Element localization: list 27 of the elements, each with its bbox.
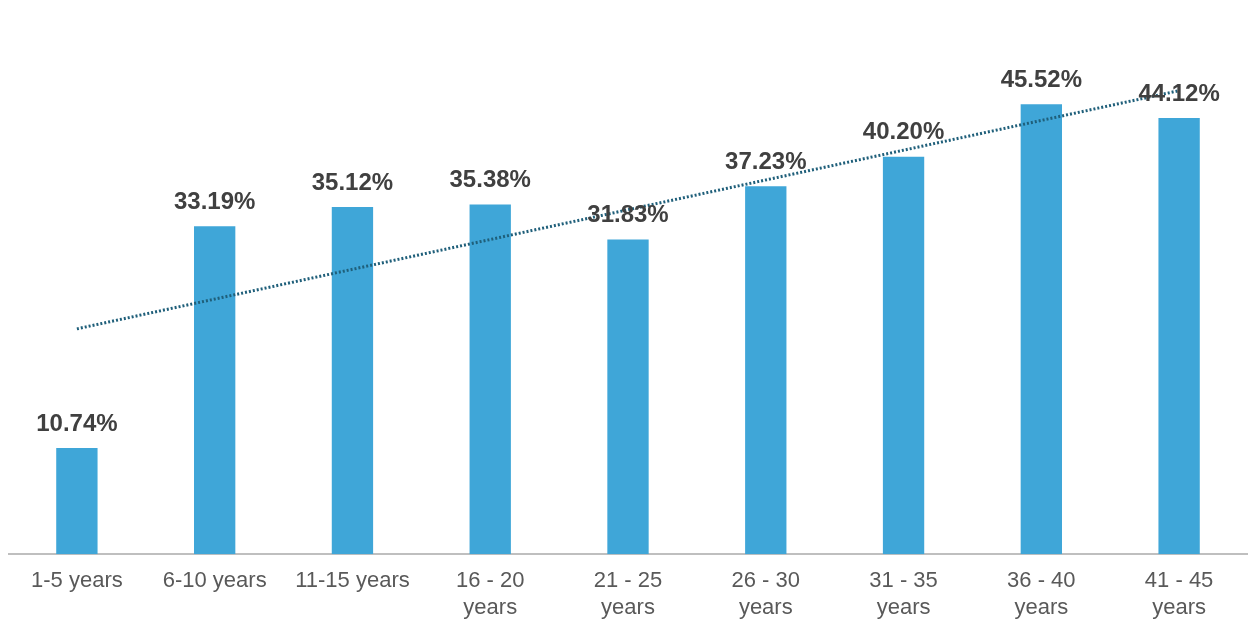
bar: [194, 226, 236, 555]
x-tick-label: 31 - 35 years: [869, 567, 938, 619]
x-tick-label: 1-5 years: [31, 567, 123, 593]
bar: [1158, 118, 1200, 555]
x-tick-label: 21 - 25 years: [593, 567, 663, 619]
data-label: 44.12%: [1138, 78, 1220, 106]
data-label: 10.74%: [36, 408, 118, 436]
x-tick-label: 36 - 40 years: [1007, 567, 1076, 619]
data-label: 31.83%: [587, 200, 669, 228]
x-tick-label: 16 - 20 years: [455, 567, 525, 619]
data-label: 40.20%: [862, 117, 945, 145]
x-tick-label: 6-10 years: [162, 567, 267, 593]
bar: [607, 239, 649, 555]
bar: [882, 156, 925, 555]
x-tick-label: 11-15 years: [295, 567, 410, 593]
bar: [469, 204, 511, 555]
x-tick-label: 41 - 45 years: [1144, 567, 1214, 619]
data-label: 37.23%: [725, 146, 807, 174]
bar: [1020, 104, 1062, 555]
bar: [331, 207, 374, 555]
data-label: 35.38%: [449, 165, 531, 193]
data-label: 45.52%: [1000, 64, 1083, 92]
x-tick-label: 26 - 30 years: [731, 567, 801, 619]
data-label: 33.19%: [173, 186, 256, 214]
bar: [745, 186, 787, 555]
data-label: 35.12%: [311, 167, 394, 195]
bar: [56, 448, 98, 555]
